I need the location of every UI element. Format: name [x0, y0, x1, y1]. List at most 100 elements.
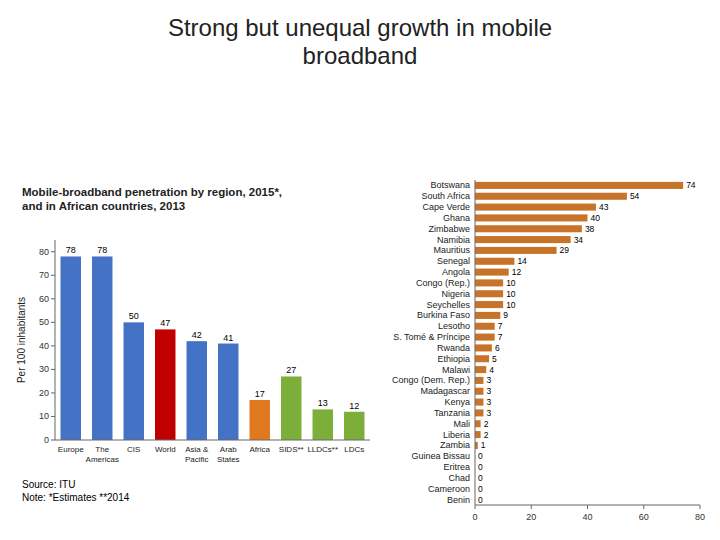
data-label: 0 — [478, 451, 483, 461]
source-note: Source: ITUNote: *Estimates **2014 — [22, 479, 130, 503]
bar — [475, 409, 483, 416]
category-label: Zambia — [440, 440, 470, 450]
background — [0, 0, 720, 540]
bar — [475, 225, 582, 232]
chart-root: Strong but unequal growth in mobilebroad… — [0, 0, 720, 540]
category-label: Guinea Bissau — [411, 451, 470, 461]
bar — [250, 400, 270, 440]
data-label: 12 — [349, 401, 359, 411]
bar — [475, 366, 486, 373]
subtitle: Mobile-broadband penetration by region, … — [22, 186, 282, 212]
bar — [475, 377, 483, 384]
category-label: Ghana — [443, 213, 470, 223]
axis-line — [475, 180, 476, 505]
category-label: Liberia — [443, 430, 470, 440]
data-label: 74 — [686, 180, 696, 190]
category-label: S. Tomé & Príncipe — [393, 332, 470, 342]
bar — [475, 323, 495, 330]
bar — [155, 329, 175, 440]
data-label: 0 — [478, 484, 483, 494]
category-label: Congo (Rep.) — [416, 278, 470, 288]
data-label: 10 — [506, 300, 516, 310]
tick-label: 70 — [39, 270, 49, 280]
category-label: South Africa — [421, 191, 470, 201]
category-label: CIS — [127, 445, 140, 454]
tick-label: 80 — [695, 512, 705, 522]
category-label: Kenya — [444, 397, 470, 407]
category-label: LDCs — [344, 445, 364, 454]
bar — [61, 256, 81, 440]
axis-line — [475, 505, 700, 506]
tick-label: 40 — [39, 341, 49, 351]
axis-line — [55, 440, 370, 441]
bar — [475, 312, 500, 319]
bar — [475, 355, 489, 362]
data-label: 3 — [486, 397, 491, 407]
data-label: 12 — [512, 267, 522, 277]
category-label: Angola — [442, 267, 470, 277]
bars — [61, 256, 365, 440]
tick-label: 0 — [44, 435, 49, 445]
bar — [475, 182, 683, 189]
tick-label: 20 — [39, 388, 49, 398]
category-label: TheAmericas — [86, 445, 119, 464]
category-label: Burkina Faso — [417, 310, 470, 320]
tick-mark — [51, 440, 55, 441]
data-label: 10 — [506, 278, 516, 288]
bar — [475, 247, 557, 254]
category-label: Cape Verde — [422, 202, 470, 212]
category-label: Eritrea — [443, 462, 470, 472]
bar — [475, 258, 514, 265]
data-label: 7 — [498, 332, 503, 342]
data-label: 9 — [503, 310, 508, 320]
tick-mark — [700, 505, 701, 509]
chart-0: 01020304050607080Europe78TheAmericas78CI… — [16, 240, 370, 464]
tick-mark — [643, 505, 644, 509]
category-label: Cameroon — [428, 484, 470, 494]
tick-mark — [51, 392, 55, 393]
data-label: 38 — [585, 224, 595, 234]
data-label: 13 — [318, 398, 328, 408]
bar — [475, 431, 481, 438]
tick-mark — [51, 275, 55, 276]
tick-mark — [51, 298, 55, 299]
axis-label: Per 100 inhabitants — [16, 297, 27, 383]
category-label: Nigeria — [441, 289, 470, 299]
category-label: LLDCs** — [307, 445, 338, 454]
category-label: Malawi — [442, 365, 470, 375]
bar — [475, 279, 503, 286]
data-label: 17 — [255, 389, 265, 399]
tick-label: 20 — [526, 512, 536, 522]
data-label: 41 — [223, 333, 233, 343]
category-label: World — [155, 445, 176, 454]
bar — [475, 193, 627, 200]
data-label: 0 — [478, 473, 483, 483]
data-label: 5 — [492, 354, 497, 364]
bar — [218, 344, 238, 440]
tick-mark — [51, 322, 55, 323]
category-label: Zimbabwe — [428, 224, 470, 234]
category-label: Madagascar — [420, 386, 470, 396]
tick-label: 60 — [639, 512, 649, 522]
tick-label: 50 — [39, 317, 49, 327]
category-label: Senegal — [437, 256, 470, 266]
bar — [475, 236, 571, 243]
data-label: 3 — [486, 408, 491, 418]
category-label: ArabStates — [217, 445, 240, 464]
data-label: 78 — [66, 245, 76, 255]
category-label: Seychelles — [426, 300, 470, 310]
data-label: 47 — [160, 318, 170, 328]
bar — [475, 269, 509, 276]
tick-mark — [587, 505, 588, 509]
data-label: 10 — [506, 289, 516, 299]
tick-label: 60 — [39, 294, 49, 304]
data-label: 4 — [489, 365, 494, 375]
category-label: Europe — [58, 445, 84, 454]
bar — [187, 341, 207, 440]
data-label: 42 — [192, 330, 202, 340]
bar — [124, 322, 144, 440]
bar — [344, 412, 364, 440]
data-label: 6 — [495, 343, 500, 353]
tick-mark — [51, 345, 55, 346]
data-label: 50 — [129, 311, 139, 321]
